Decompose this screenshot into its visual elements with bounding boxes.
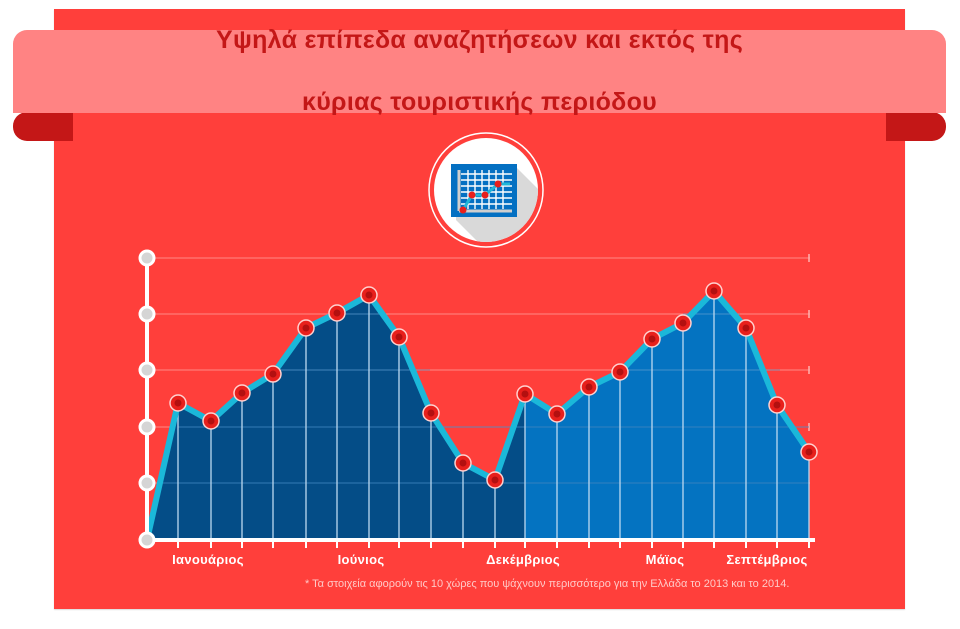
marker [611, 363, 629, 381]
data-line [144, 288, 812, 541]
marker [454, 454, 472, 472]
marker [422, 404, 440, 422]
marker [643, 330, 661, 348]
data-markers [169, 282, 818, 489]
marker [548, 405, 566, 423]
marker [360, 286, 378, 304]
marker [516, 385, 534, 403]
marker [705, 282, 723, 300]
x-label-january: Ιανουάριος [172, 552, 244, 567]
x-axis-ticks [177, 540, 810, 548]
y-axis-nodes [138, 249, 156, 549]
marker [390, 328, 408, 346]
x-label-may: Μάϊος [645, 552, 685, 567]
marker [737, 319, 755, 337]
x-label-june: Ιούνιος [337, 552, 385, 567]
marker [674, 314, 692, 332]
chart-title: Υψηλά επίπεδα αναζητήσεων και εκτός της … [216, 0, 743, 149]
marker [233, 384, 251, 402]
marker [264, 365, 282, 383]
marker [486, 471, 504, 489]
line-chart-icon [428, 132, 544, 248]
marker [202, 412, 220, 430]
x-label-september: Σεπτέμβριος [726, 552, 808, 567]
vertical-guides [177, 291, 810, 540]
title-ribbon: Υψηλά επίπεδα αναζητήσεων και εκτός της … [13, 26, 946, 116]
marker [297, 319, 315, 337]
footnote: * Τα στοιχεία αφορούν τις 10 χώρες που ψ… [305, 578, 790, 590]
ribbon-fold-left [13, 112, 73, 141]
ribbon-fold-right [886, 112, 946, 141]
title-line-2: κύριας τουριστικής περιόδου [301, 88, 658, 116]
area-second-period [525, 291, 809, 540]
marker [328, 304, 346, 322]
marker [800, 443, 818, 461]
marker [580, 378, 598, 396]
marker [169, 394, 187, 412]
marker [768, 396, 786, 414]
title-line-1: Υψηλά επίπεδα αναζητήσεων και εκτός της [216, 26, 743, 54]
x-label-december: Δεκέμβριος [486, 552, 560, 567]
